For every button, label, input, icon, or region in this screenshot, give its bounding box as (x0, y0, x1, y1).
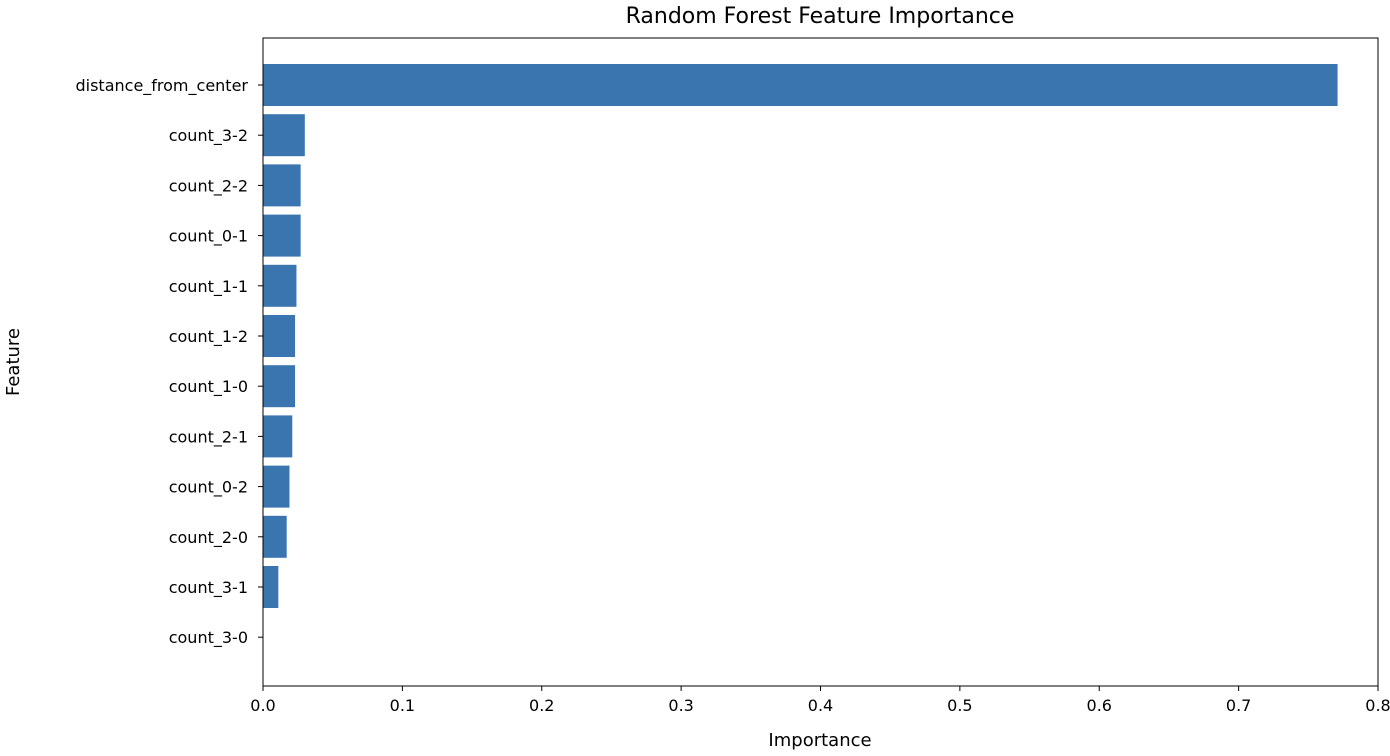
y-tick-label: distance_from_center (75, 76, 248, 96)
x-tick-label: 0.1 (390, 696, 415, 715)
chart-title: Random Forest Feature Importance (626, 4, 1015, 29)
bar-distance_from_center (263, 64, 1338, 106)
y-tick-label: count_3-2 (169, 126, 248, 146)
y-tick-label: count_3-1 (169, 578, 248, 598)
y-tick-label: count_2-0 (169, 528, 248, 548)
y-axis-label: Feature (3, 328, 24, 396)
x-tick-label: 0.0 (250, 696, 275, 715)
bar-count_1-2 (263, 315, 296, 357)
x-tick-label: 0.6 (1087, 696, 1112, 715)
x-tick-label: 0.4 (808, 696, 833, 715)
x-ticks: 0.0 0.1 0.2 0.3 0.4 0.5 0.6 0.7 0.8 (250, 686, 1390, 715)
y-tick-label: count_1-0 (169, 377, 248, 397)
y-tick-label: count_2-2 (169, 176, 248, 196)
bar-count_1-0 (263, 365, 296, 408)
bar-count_0-2 (263, 465, 290, 508)
y-tick-label: count_3-0 (169, 628, 248, 648)
bar-count_3-1 (263, 566, 279, 608)
y-tick-label: count_1-1 (169, 277, 248, 297)
plot-frame (262, 37, 1379, 687)
x-axis-label: Importance (768, 730, 871, 751)
bar-count_0-1 (263, 214, 301, 257)
x-tick-label: 0.5 (947, 696, 972, 715)
bar-count_2-2 (263, 164, 301, 207)
x-tick-label: 0.7 (1226, 696, 1251, 715)
bar-count_2-0 (263, 515, 287, 558)
x-tick-label: 0.2 (529, 696, 554, 715)
y-tick-label: count_0-2 (169, 478, 248, 498)
bar-count_3-2 (263, 114, 305, 157)
y-tick-label: count_0-1 (169, 227, 248, 247)
x-tick-label: 0.3 (668, 696, 693, 715)
y-tick-label: count_1-2 (169, 327, 248, 347)
bars-group (263, 64, 1338, 608)
y-tick-labels: distance_from_center count_3-2 count_2-2co… (75, 76, 263, 648)
bar-count_1-1 (263, 264, 297, 307)
bar-count_2-1 (263, 415, 293, 458)
y-tick-label: count_2-1 (169, 427, 248, 447)
x-tick-label: 0.8 (1365, 696, 1390, 715)
